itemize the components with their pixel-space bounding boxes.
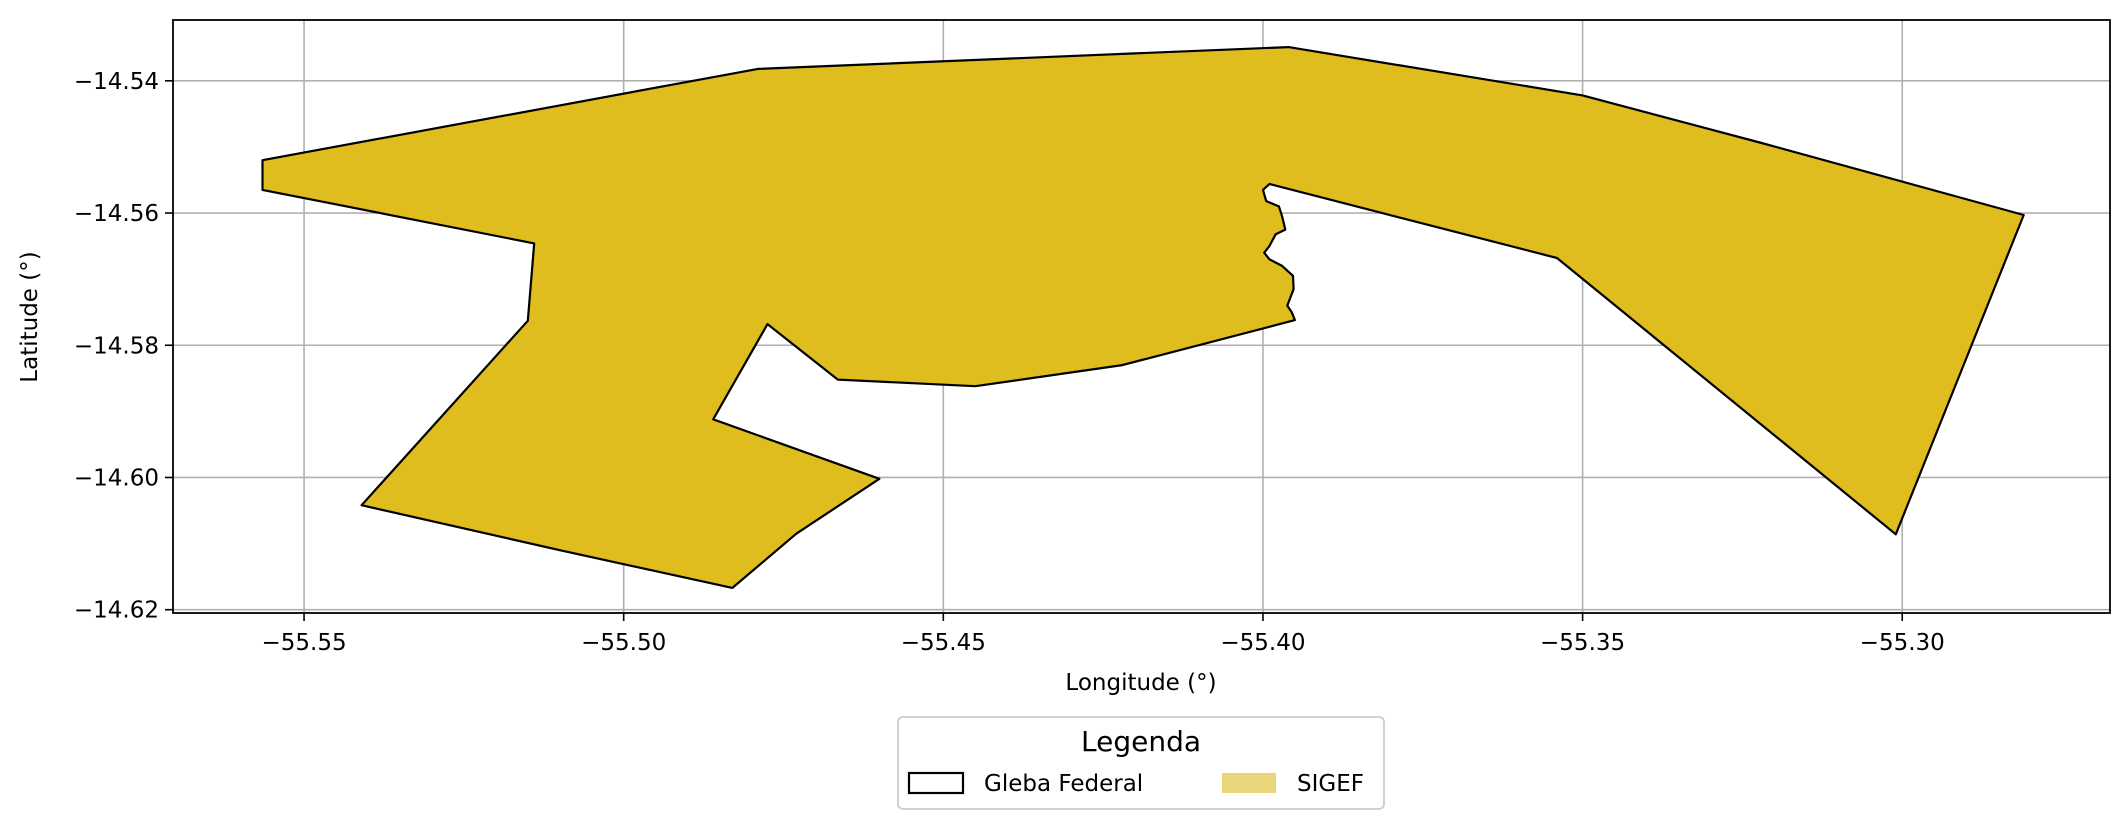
- legend-swatch-gleba-federal: [907, 771, 965, 795]
- x-tick-label: −55.45: [901, 630, 986, 656]
- x-tick-label: −55.30: [1860, 630, 1945, 656]
- x-tick-label: −55.50: [581, 630, 666, 656]
- x-tick-label: −55.40: [1220, 630, 1305, 656]
- y-tick-label: −14.62: [74, 598, 159, 624]
- x-tick-label: −55.35: [1540, 630, 1625, 656]
- x-tick-label: −55.55: [261, 630, 346, 656]
- y-tick-label: −14.60: [74, 465, 159, 491]
- axis-ticks: −55.55 −55.50 −55.45 −55.40 −55.35 −55.30 −14.…: [74, 69, 1945, 656]
- legend-title: Legenda: [1081, 725, 1201, 758]
- legend-swatch-sigef: [1222, 773, 1276, 793]
- y-axis-label: Latitude (°): [17, 251, 43, 382]
- legend: Legenda Gleba Federal SIGEF: [897, 716, 1385, 810]
- x-axis-label: Longitude (°): [1065, 670, 1216, 696]
- legend-label-gleba-federal: Gleba Federal: [984, 771, 1143, 797]
- y-tick-label: −14.56: [74, 201, 159, 227]
- y-tick-label: −14.54: [74, 69, 159, 95]
- y-tick-label: −14.58: [74, 333, 159, 359]
- sigef-polygon[interactable]: [261, 46, 2025, 589]
- legend-label-sigef: SIGEF: [1297, 771, 1364, 797]
- plot-frame: [172, 19, 2111, 614]
